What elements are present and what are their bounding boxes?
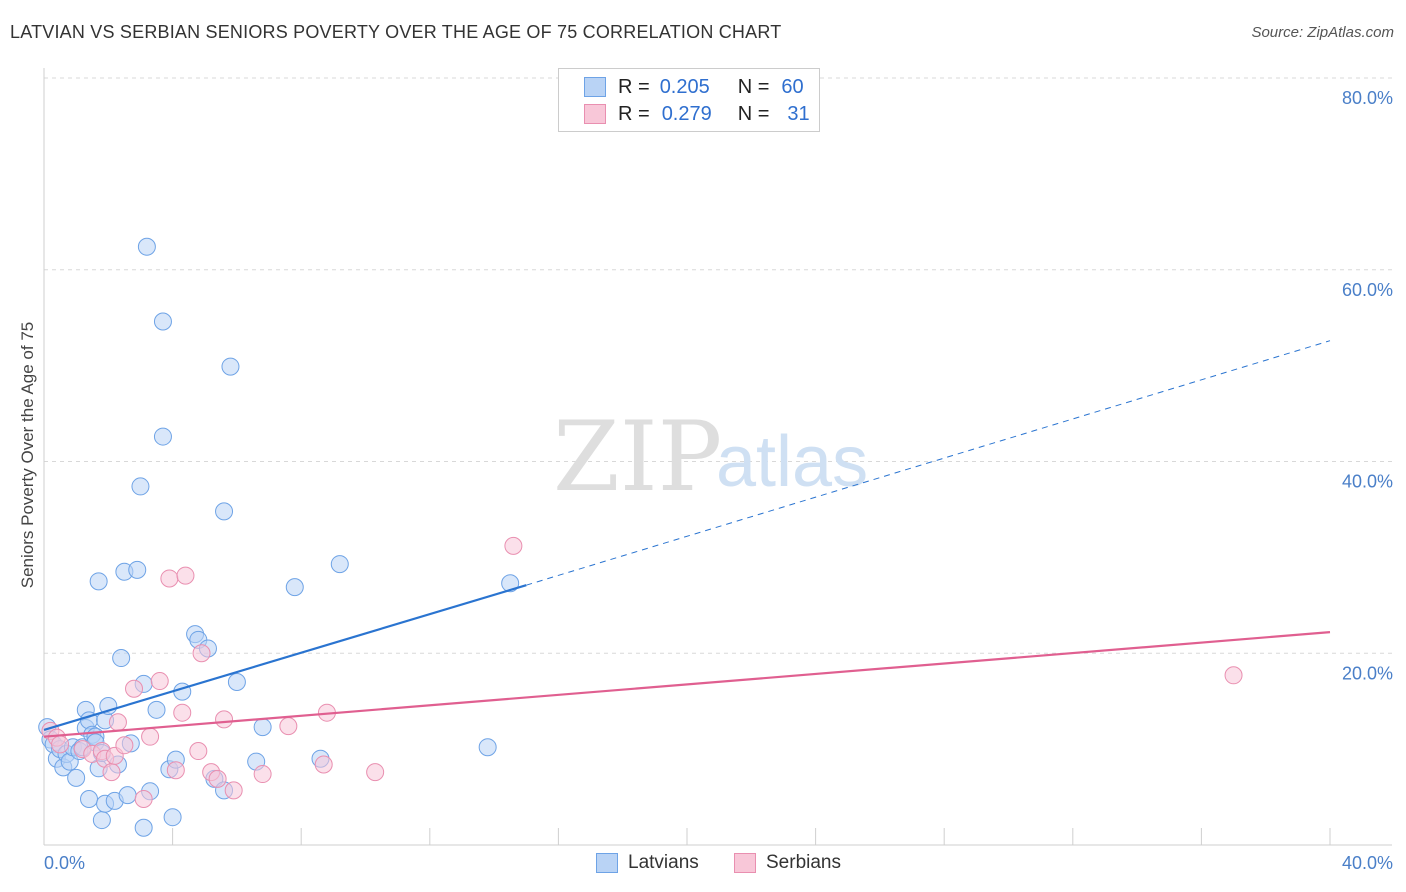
latvian-point (478, 738, 497, 757)
grid-lines (44, 77, 1392, 654)
serbian-point (108, 713, 127, 732)
latvians-swatch (584, 77, 606, 97)
legend-row-latvians: R = 0.205 N = 60 (584, 74, 804, 100)
serbians-r-value: 0.279 (661, 102, 712, 125)
serbian-point (134, 789, 153, 808)
latvians-trend-line (43, 584, 527, 732)
latvian-point (221, 357, 240, 376)
latvian-point (89, 572, 108, 591)
serbians-legend-swatch (734, 853, 756, 873)
legend-row-serbians: R = 0.279 N = 31 (584, 101, 810, 127)
latvians-legend-label: Latvians (628, 852, 699, 873)
axes (43, 68, 1392, 846)
latvian-point (128, 560, 147, 579)
bottom-legend-latvians: Latvians (596, 852, 699, 874)
latvian-point (137, 237, 156, 256)
latvian-point (134, 818, 153, 837)
latvian-point (215, 502, 234, 521)
serbian-point (173, 703, 192, 722)
x-tick-label: 0.0% (44, 853, 85, 873)
serbian-point (1224, 666, 1243, 685)
latvian-point (80, 789, 99, 808)
latvian-point (67, 768, 86, 787)
serbians-trend-line (43, 631, 1331, 738)
serbian-point (150, 672, 169, 691)
legend-r-label: R = (618, 102, 650, 125)
latvian-point (330, 555, 349, 574)
latvians-r-value: 0.205 (659, 75, 710, 98)
serbian-point (125, 679, 144, 698)
serbian-point (115, 736, 134, 755)
serbians-points (41, 536, 1243, 808)
latvian-point (118, 786, 137, 805)
latvians-trend-extension (526, 340, 1331, 586)
y-tick-label: 60.0% (1342, 280, 1393, 300)
bottom-legend-serbians: Serbians (734, 852, 841, 874)
latvian-point (92, 811, 111, 830)
serbians-legend-label: Serbians (766, 852, 841, 873)
serbian-point (504, 536, 523, 555)
trend-lines (43, 340, 1331, 738)
y-tick-label: 20.0% (1342, 663, 1393, 683)
latvian-point (227, 673, 246, 692)
serbian-point (366, 763, 385, 782)
latvians-n-value: 60 (781, 75, 804, 98)
latvian-point (163, 808, 182, 827)
serbian-point (215, 710, 234, 729)
watermark-zip: ZIP (553, 401, 722, 513)
latvian-point (253, 718, 272, 737)
legend-n-label: N = (737, 102, 770, 125)
watermark: ZIP atlas (553, 401, 868, 513)
latvian-point (153, 427, 172, 446)
source-credit: Source: ZipAtlas.com (1251, 24, 1394, 41)
serbian-point (192, 644, 211, 663)
latvian-point (147, 700, 166, 719)
x-tick-label: 40.0% (1342, 853, 1393, 873)
latvians-points (38, 237, 520, 837)
latvian-point (153, 312, 172, 331)
serbian-point (253, 765, 272, 784)
serbian-point (189, 742, 208, 761)
serbians-n-value: 31 (787, 102, 810, 125)
serbians-swatch (584, 104, 606, 124)
serbian-point (208, 769, 227, 788)
serbian-point (166, 761, 185, 780)
latvian-point (112, 649, 131, 668)
tick-labels: 20.0% 40.0% 60.0% 80.0% 0.0% 40.0% (44, 88, 1393, 873)
chart-title: LATVIAN VS SERBIAN SENIORS POVERTY OVER … (10, 22, 782, 42)
serbian-point (314, 755, 333, 774)
latvian-point (131, 477, 150, 496)
y-tick-label: 80.0% (1342, 88, 1393, 108)
serbian-point (51, 735, 70, 754)
correlation-legend: R = 0.205 N = 60 R = 0.279 N = 31 (558, 68, 820, 132)
legend-r-label: R = (618, 75, 650, 98)
legend-n-label: N = (737, 75, 770, 98)
latvian-point (285, 578, 304, 597)
watermark-atlas: atlas (716, 422, 868, 502)
latvians-legend-swatch (596, 853, 618, 873)
serbian-point (160, 569, 179, 588)
latvian-point (501, 574, 520, 593)
serbian-point (224, 781, 243, 800)
serbian-point (279, 717, 298, 736)
serbian-point (102, 763, 121, 782)
serbian-point (176, 566, 195, 585)
serbian-point (141, 727, 160, 746)
y-tick-label: 40.0% (1342, 472, 1393, 492)
